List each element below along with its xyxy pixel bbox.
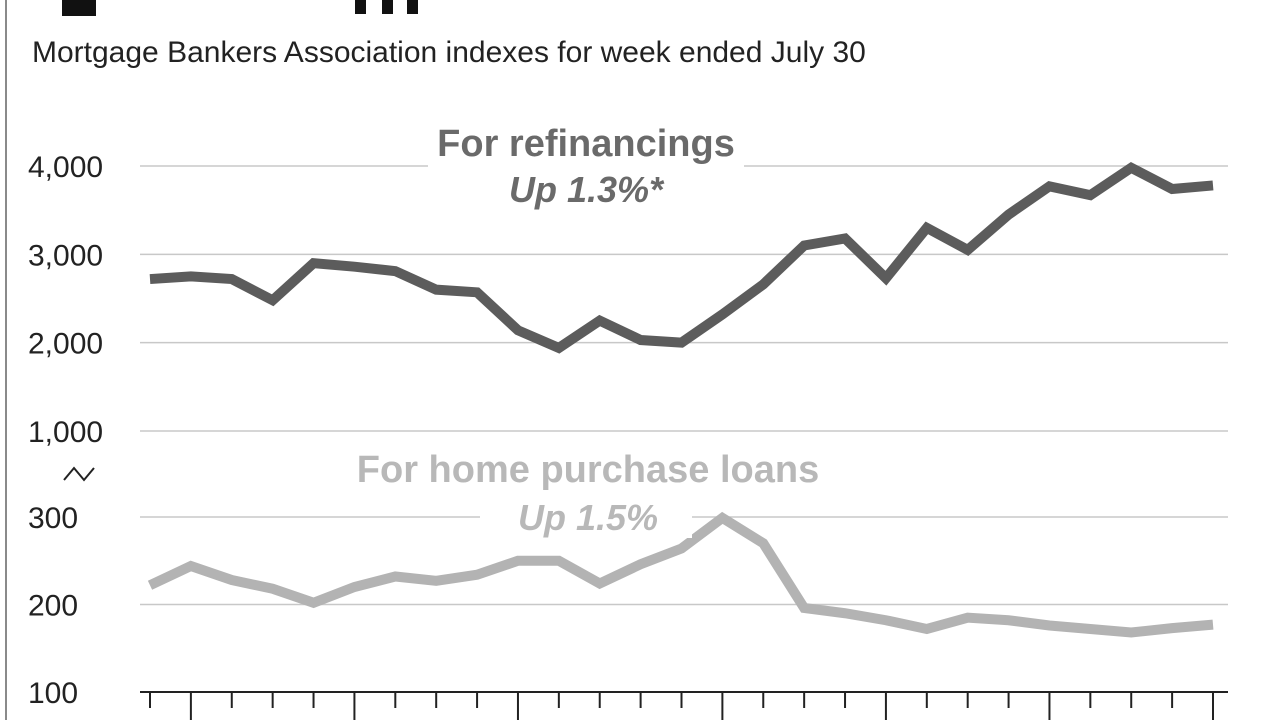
chart-subtitle: Mortgage Bankers Association indexes for… [32,36,866,69]
y-tick-label: 1,000 [28,416,103,449]
purchase-label-group: For home purchase loans Up 1.5% [350,448,828,538]
y-tick-labels: 4,000 3,000 2,000 1,000 300 200 100 [28,151,103,710]
y-tick-label: 200 [28,590,78,623]
series-lines [150,168,1213,633]
y-tick-label: 300 [28,502,78,535]
series-change-refinancings: Up 1.3%* [509,169,665,210]
title-fragments [62,0,418,16]
y-tick-label: 4,000 [28,151,103,184]
series-change-purchase: Up 1.5% [518,497,658,538]
axis-break-icon [64,468,94,480]
y-tick-label: 2,000 [28,328,103,361]
series-label-purchase: For home purchase loans [357,449,819,491]
refinancings-label-group: For refinancings Up 1.3%* [428,120,744,212]
y-tick-label: 3,000 [28,239,103,272]
gridlines [140,166,1228,605]
y-tick-label: 100 [28,677,78,710]
x-axis [140,692,1228,720]
series-label-refinancings: For refinancings [437,123,735,165]
